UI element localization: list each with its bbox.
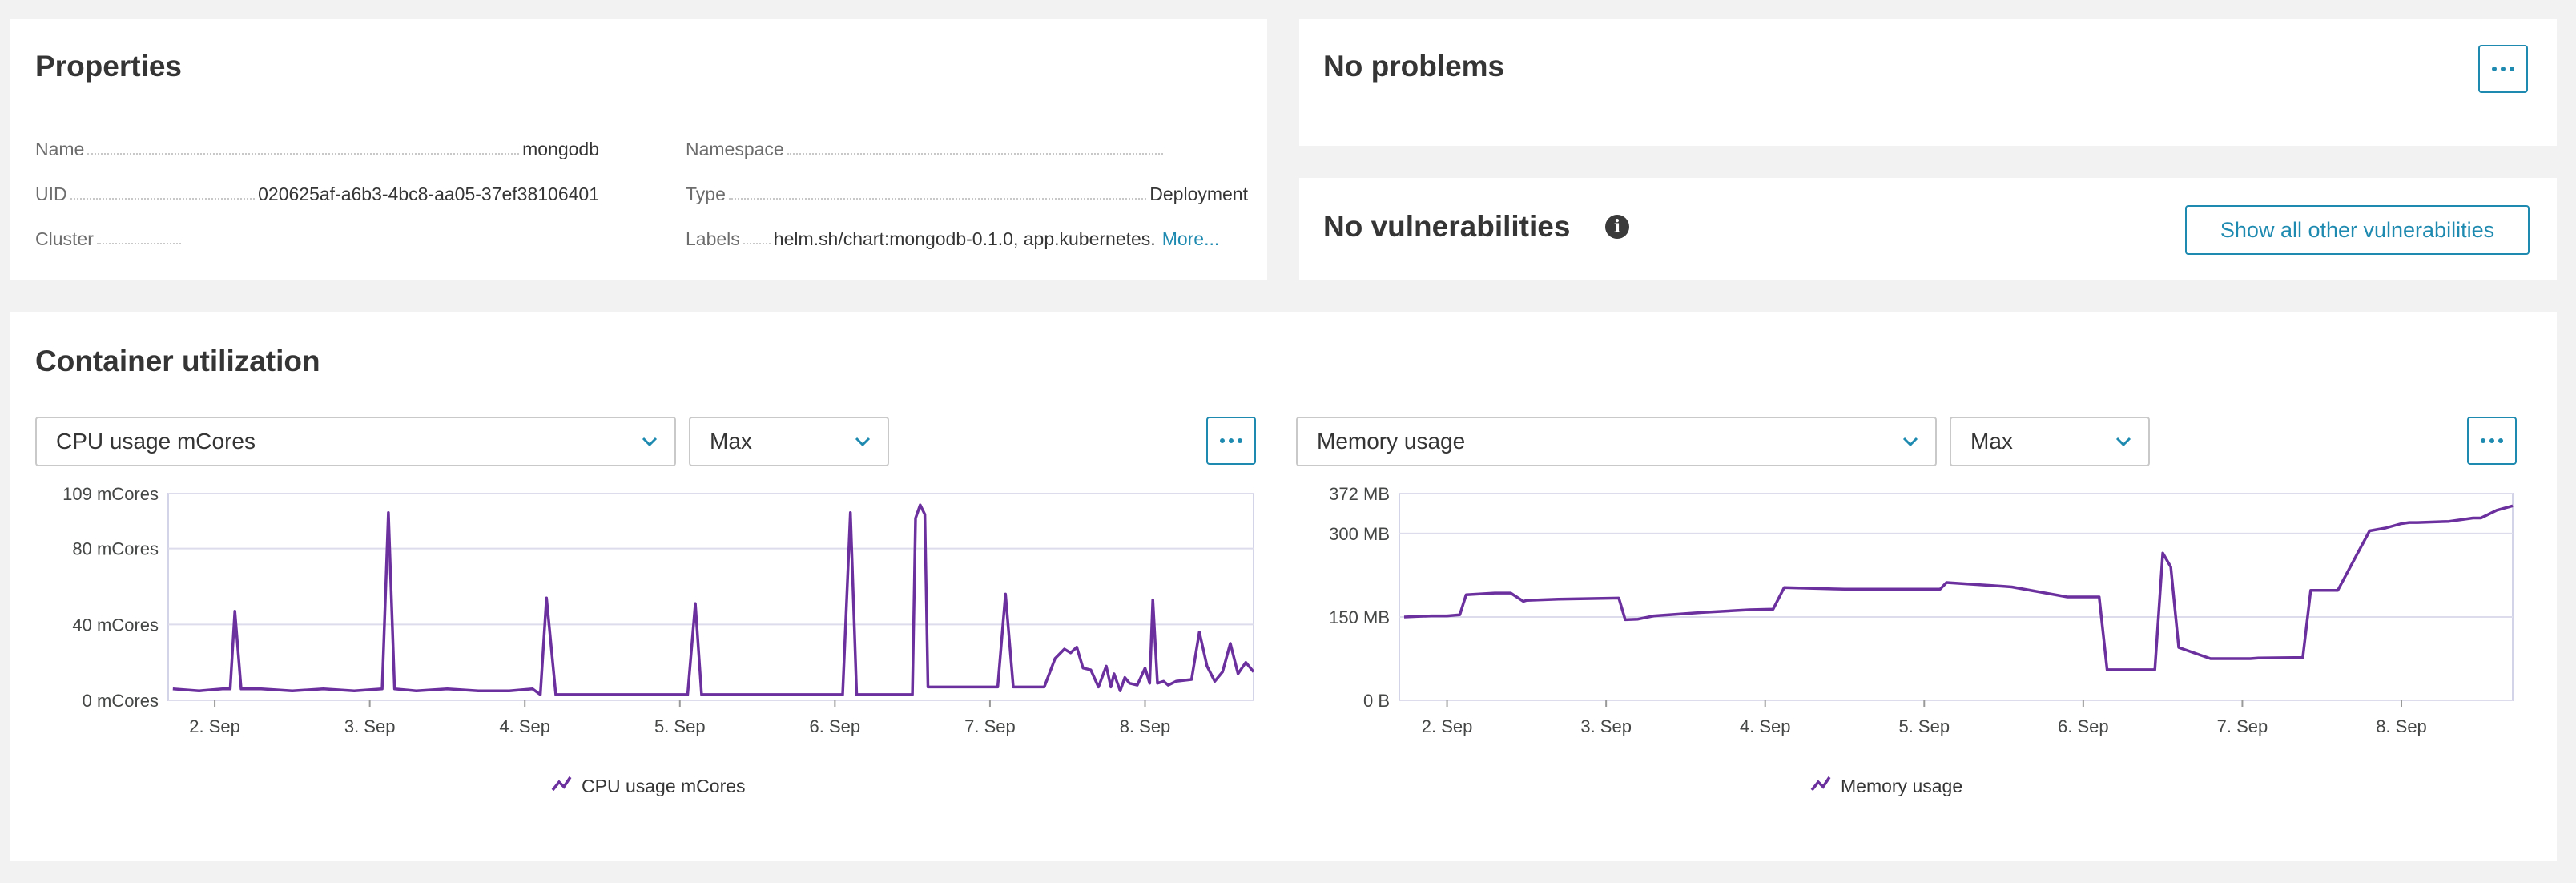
utilization-title: Container utilization <box>35 345 320 377</box>
dot <box>2501 67 2506 71</box>
property-type: Type Deployment <box>686 176 1248 205</box>
property-uid: UID 020625af-a6b3-4bc8-aa05-37ef38106401 <box>35 176 599 205</box>
memory-metric-select[interactable]: Memory usage <box>1296 417 1937 466</box>
info-icon[interactable]: i <box>1605 215 1629 239</box>
property-cluster: Cluster <box>35 221 184 250</box>
y-tick-label: 0 B <box>1363 691 1390 711</box>
property-key: UID <box>35 183 67 204</box>
dot <box>2510 67 2514 71</box>
dot <box>2489 438 2494 443</box>
legend-line-icon <box>1810 776 1831 792</box>
y-tick-label: 0 mCores <box>83 691 159 711</box>
plot-frame <box>1399 493 2514 701</box>
property-namespace: Namespace <box>686 131 1166 160</box>
dot <box>2498 438 2503 443</box>
dotted-leader <box>96 243 181 244</box>
properties-title: Properties <box>35 50 183 83</box>
dotted-leader <box>87 153 520 155</box>
memory-agg-select[interactable]: Max <box>1950 417 2150 466</box>
dotted-leader <box>787 153 1163 155</box>
x-tick-label: 7. Sep <box>964 716 1016 736</box>
property-value: 020625af-a6b3-4bc8-aa05-37ef38106401 <box>258 183 599 204</box>
memory-chart[interactable]: 0 B 150 MB 300 MB 372 MB 2. Sep 3. Sep 4. Sep 5… <box>1282 473 2576 809</box>
x-tick-label: 3. Sep <box>1580 716 1632 736</box>
dotted-leader <box>728 198 1147 200</box>
cpu-agg-select[interactable]: Max <box>689 417 889 466</box>
x-tick-label: 2. Sep <box>1422 716 1473 736</box>
property-name: Name mongodb <box>35 131 599 160</box>
y-tick-label: 300 MB <box>1329 524 1390 544</box>
property-value: mongodb <box>522 139 599 159</box>
property-value: helm.sh/chart:mongodb-0.1.0, app.kuberne… <box>773 228 1156 249</box>
cpu-chart-more-button[interactable] <box>1206 417 1256 465</box>
property-value: Deployment <box>1149 183 1248 204</box>
dot <box>2481 438 2485 443</box>
x-tick-label: 8. Sep <box>1120 716 1171 736</box>
memory-agg-select-value: Max <box>1970 429 2013 454</box>
labels-more-link[interactable]: More... <box>1161 228 1220 249</box>
legend-item: Memory usage <box>1810 776 1962 796</box>
property-key: Cluster <box>35 228 94 249</box>
dot <box>2492 67 2497 71</box>
x-tick-label: 3. Sep <box>344 716 396 736</box>
memory-metric-select-value: Memory usage <box>1317 429 1466 454</box>
x-tick-label: 8. Sep <box>2376 716 2427 736</box>
y-tick-label: 150 MB <box>1329 607 1390 627</box>
x-tick-label: 6. Sep <box>2058 716 2109 736</box>
vulnerabilities-card: No vulnerabilities i Show all other vuln… <box>1299 178 2557 280</box>
y-tick-label: 40 mCores <box>72 615 159 635</box>
x-tick-label: 6. Sep <box>810 716 861 736</box>
properties-card: Properties Name mongodb UID 020625af-a6b… <box>10 19 1267 280</box>
property-key: Namespace <box>686 139 784 159</box>
legend-label: CPU usage mCores <box>582 776 746 796</box>
y-tick-label: 372 MB <box>1329 484 1390 504</box>
chevron-down-icon <box>855 437 871 447</box>
cpu-metric-select[interactable]: CPU usage mCores <box>35 417 676 466</box>
dot <box>1220 438 1225 443</box>
y-tick-label: 80 mCores <box>72 539 159 559</box>
dot <box>1229 438 1234 443</box>
chevron-down-icon <box>642 437 658 447</box>
problems-more-button[interactable] <box>2478 45 2528 93</box>
legend-label: Memory usage <box>1841 776 1962 796</box>
memory-chart-more-button[interactable] <box>2467 417 2517 465</box>
property-key: Name <box>35 139 85 159</box>
show-all-vulnerabilities-button[interactable]: Show all other vulnerabilities <box>2185 205 2530 255</box>
property-key: Type <box>686 183 726 204</box>
x-tick-label: 5. Sep <box>1898 716 1950 736</box>
cpu-metric-select-value: CPU usage mCores <box>56 429 256 454</box>
x-tick-label: 5. Sep <box>654 716 706 736</box>
x-tick-label: 4. Sep <box>1740 716 1791 736</box>
chevron-down-icon <box>1902 437 1918 447</box>
x-tick-label: 7. Sep <box>2217 716 2268 736</box>
property-key: Labels <box>686 228 740 249</box>
cpu-agg-select-value: Max <box>710 429 752 454</box>
y-tick-label: 109 mCores <box>62 484 159 504</box>
vulnerabilities-title: No vulnerabilities <box>1323 210 1571 243</box>
legend-line-icon <box>551 776 572 792</box>
dotted-leader <box>70 198 256 200</box>
series-line <box>172 503 1255 696</box>
series-line <box>1403 504 2514 671</box>
problems-title: No problems <box>1323 50 1505 83</box>
dot <box>1238 438 1242 443</box>
legend-item: CPU usage mCores <box>551 776 746 796</box>
x-tick-label: 2. Sep <box>189 716 240 736</box>
cpu-chart[interactable]: 0 mCores 40 mCores 80 mCores 109 mCores 2. S… <box>0 473 1282 809</box>
property-labels: Labels helm.sh/chart:mongodb-0.1.0, app.… <box>686 221 1248 250</box>
dotted-leader <box>743 243 771 244</box>
utilization-card: Container utilization CPU usage mCores M… <box>10 312 2557 861</box>
problems-card: No problems <box>1299 19 2557 146</box>
chevron-down-icon <box>2115 437 2131 447</box>
x-tick-label: 4. Sep <box>499 716 550 736</box>
